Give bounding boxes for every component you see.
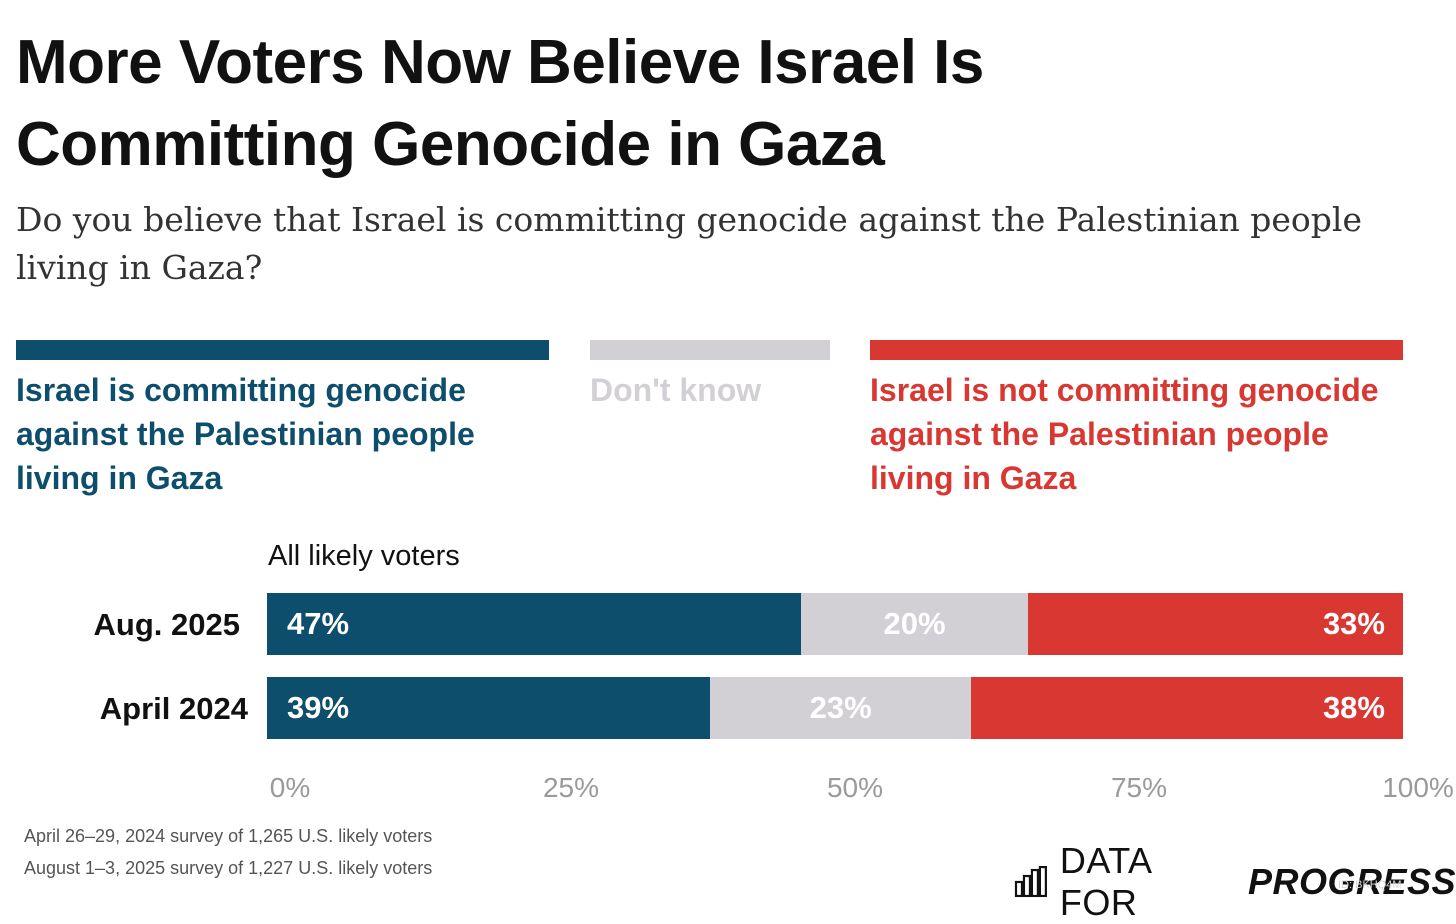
bar-value-label: 39%	[287, 690, 350, 725]
category-label: Aug. 2025	[93, 607, 240, 642]
legend-item-1: Don't know	[590, 340, 840, 412]
bar-value-label: 23%	[809, 690, 872, 725]
category-label: April 2024	[99, 691, 248, 726]
bar-value-label: 47%	[287, 606, 350, 641]
legend-swatch-2	[870, 340, 1403, 360]
bar-segment: 23%	[710, 677, 972, 739]
x-tick-label: 25%	[542, 772, 600, 803]
survey-note-1: April 26–29, 2024 survey of 1,265 U.S. l…	[24, 826, 433, 846]
legend-item-0: Israel is committing genocide against th…	[16, 340, 559, 500]
bar-value-label: 20%	[883, 606, 946, 641]
x-tick-label: 75%	[1110, 772, 1168, 803]
chart-title: More Voters Now Believe Israel Is Commit…	[16, 28, 984, 179]
bar-segment: 38%	[971, 677, 1403, 739]
bar-value-label: 38%	[1322, 690, 1385, 725]
group-label: All likely voters	[268, 540, 460, 572]
legend-label-2: Israel is not committing genocide agains…	[870, 372, 1379, 496]
x-tick-label: 100%	[1382, 772, 1454, 803]
x-tick-label: 50%	[826, 772, 884, 803]
watermark: ID: BKHQ4M	[1338, 879, 1402, 891]
legend-item-2: Israel is not committing genocide agains…	[870, 340, 1410, 500]
logo-text-regular: DATA FOR	[1059, 840, 1151, 923]
bar-chart-icon	[1014, 866, 1047, 898]
bar-segment: 39%	[267, 677, 711, 739]
bar-segment: 20%	[800, 593, 1029, 655]
bar-value-label: 33%	[1322, 606, 1385, 641]
legend-swatch-1	[590, 340, 830, 360]
survey-note-2: August 1–3, 2025 survey of 1,227 U.S. li…	[24, 858, 433, 878]
bar-segment: 47%	[267, 593, 801, 655]
bar-segment: 33%	[1028, 593, 1403, 655]
legend-swatch-0	[16, 340, 549, 360]
x-tick-label: 0%	[269, 772, 311, 803]
legend-label-0: Israel is committing genocide against th…	[16, 372, 475, 496]
chart-subtitle: Do you believe that Israel is committing…	[16, 200, 1363, 287]
legend-label-1: Don't know	[590, 372, 762, 408]
